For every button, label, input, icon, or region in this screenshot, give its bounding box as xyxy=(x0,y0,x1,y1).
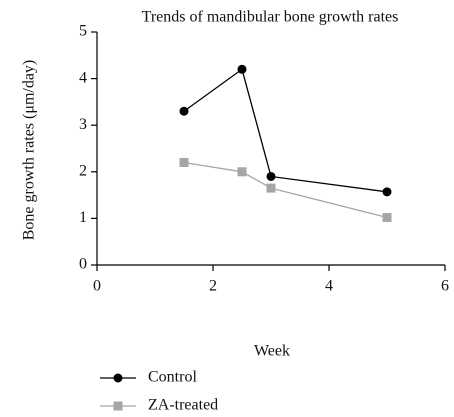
legend-label: ZA-treated xyxy=(148,397,218,414)
data-point xyxy=(382,187,392,197)
y-axis-label: Bone growth rates (μm/day) xyxy=(21,60,38,241)
series-line xyxy=(183,161,388,219)
x-axis-label: Week xyxy=(254,343,290,360)
data-point xyxy=(179,106,189,116)
x-tick-label: 2 xyxy=(209,278,217,295)
y-tick-label: 1 xyxy=(79,209,87,226)
x-tick-label: 6 xyxy=(441,278,449,295)
x-tick-label: 0 xyxy=(93,278,101,295)
data-point xyxy=(179,157,189,167)
legend-marker xyxy=(113,401,123,411)
series-line xyxy=(183,68,388,193)
x-tick-label: 4 xyxy=(325,278,333,295)
y-tick-label: 4 xyxy=(79,69,87,86)
data-point xyxy=(237,64,247,74)
y-tick-label: 3 xyxy=(79,116,87,133)
legend-label: Control xyxy=(148,369,197,386)
y-tick-label: 0 xyxy=(79,256,87,273)
data-point xyxy=(237,167,247,177)
y-tick-label: 5 xyxy=(79,23,87,40)
data-point xyxy=(382,212,392,222)
y-tick-label: 2 xyxy=(79,162,87,179)
data-point xyxy=(266,183,276,193)
legend-marker xyxy=(113,373,123,383)
chart-title: Trends of mandibular bone growth rates xyxy=(142,9,399,26)
data-point xyxy=(266,171,276,181)
